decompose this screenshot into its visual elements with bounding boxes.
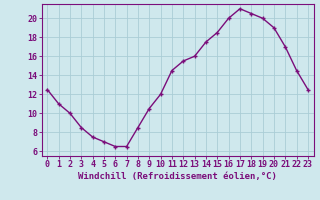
X-axis label: Windchill (Refroidissement éolien,°C): Windchill (Refroidissement éolien,°C)	[78, 172, 277, 181]
